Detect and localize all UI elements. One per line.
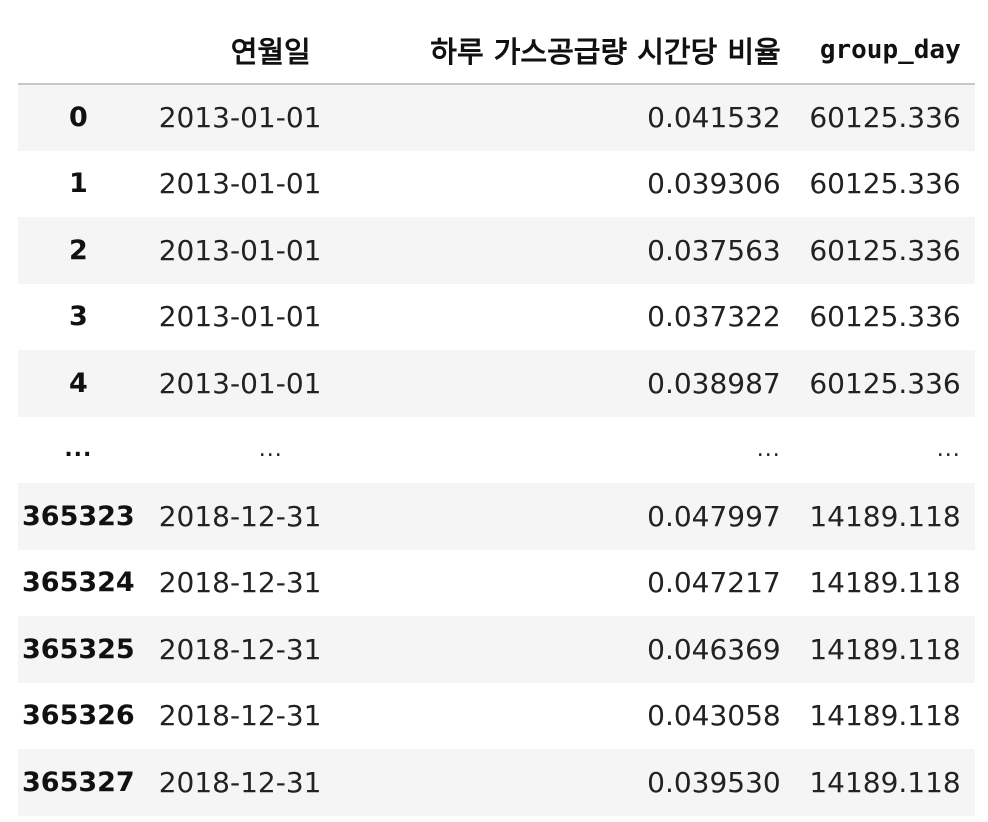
date-cell: 2013-01-01 (158, 233, 322, 267)
date-cell: 2018-12-31 (158, 699, 322, 733)
group-day-cell: ... (936, 437, 961, 463)
table-row: 365325 2018-12-31 0.046369 14189.118 (18, 616, 975, 683)
date-cell: 2013-01-01 (158, 101, 322, 135)
index-column-header (18, 16, 139, 85)
row-index: 4 (68, 367, 88, 399)
date-cell: ... (258, 437, 283, 463)
group-day-cell: 14189.118 (809, 699, 961, 733)
group-day-cell: 14189.118 (809, 632, 961, 666)
header-row: 연월일 하루 가스공급량 시간당 비율 group_day (18, 16, 975, 85)
group-day-cell: 60125.336 (809, 233, 961, 267)
group-day-cell: 14189.118 (809, 499, 961, 533)
table-row: 1 2013-01-01 0.039306 60125.336 (18, 151, 975, 218)
row-index: 1 (68, 168, 88, 200)
row-index: ... (64, 437, 93, 463)
group-day-cell: 60125.336 (809, 300, 961, 334)
row-index: 3 (68, 301, 88, 333)
date-cell: 2018-12-31 (158, 765, 322, 799)
row-index: 2 (68, 234, 88, 266)
table-row: 4 2013-01-01 0.038987 60125.336 (18, 350, 975, 417)
date-cell: 2018-12-31 (158, 566, 322, 600)
date-cell: 2013-01-01 (158, 300, 322, 334)
row-index: 365323 (22, 500, 135, 532)
group-day-cell: 14189.118 (809, 566, 961, 600)
date-cell: 2013-01-01 (158, 366, 322, 400)
ratio-cell: 0.047217 (647, 566, 781, 600)
ratio-cell: 0.043058 (647, 699, 781, 733)
table-row: 365324 2018-12-31 0.047217 14189.118 (18, 550, 975, 617)
ellipsis-row: ... ... ... ... (18, 417, 975, 484)
date-cell: 2018-12-31 (158, 632, 322, 666)
group-day-cell: 60125.336 (809, 366, 961, 400)
dataframe-table: 연월일 하루 가스공급량 시간당 비율 group_day 0 2013-01-… (18, 16, 975, 816)
group-day-cell: 60125.336 (809, 167, 961, 201)
ratio-cell: 0.039306 (647, 167, 781, 201)
ratio-column-header: 하루 가스공급량 시간당 비율 (324, 16, 795, 85)
group-day-cell: 60125.336 (809, 101, 961, 135)
ratio-cell: 0.038987 (647, 366, 781, 400)
table-row: 365326 2018-12-31 0.043058 14189.118 (18, 683, 975, 750)
group-day-cell: 14189.118 (809, 765, 961, 799)
ratio-cell: 0.046369 (647, 632, 781, 666)
row-index: 0 (68, 102, 88, 134)
group-day-column-header: group_day (794, 16, 975, 85)
row-index: 365327 (22, 766, 135, 798)
table-row: 2 2013-01-01 0.037563 60125.336 (18, 217, 975, 284)
ratio-cell: 0.037563 (647, 233, 781, 267)
date-column-header: 연월일 (138, 16, 325, 85)
date-cell: 2018-12-31 (158, 499, 322, 533)
ratio-cell: 0.041532 (647, 101, 781, 135)
table-row: 0 2013-01-01 0.041532 60125.336 (18, 84, 975, 151)
row-index: 365325 (22, 633, 135, 665)
ratio-cell: 0.037322 (647, 300, 781, 334)
table-row: 365323 2018-12-31 0.047997 14189.118 (18, 483, 975, 550)
ratio-cell: 0.039530 (647, 765, 781, 799)
date-cell: 2013-01-01 (158, 167, 322, 201)
ratio-cell: ... (756, 437, 781, 463)
row-index: 365324 (22, 567, 135, 599)
ratio-cell: 0.047997 (647, 499, 781, 533)
row-index: 365326 (22, 700, 135, 732)
table-row: 365327 2018-12-31 0.039530 14189.118 (18, 749, 975, 816)
table-row: 3 2013-01-01 0.037322 60125.336 (18, 284, 975, 351)
